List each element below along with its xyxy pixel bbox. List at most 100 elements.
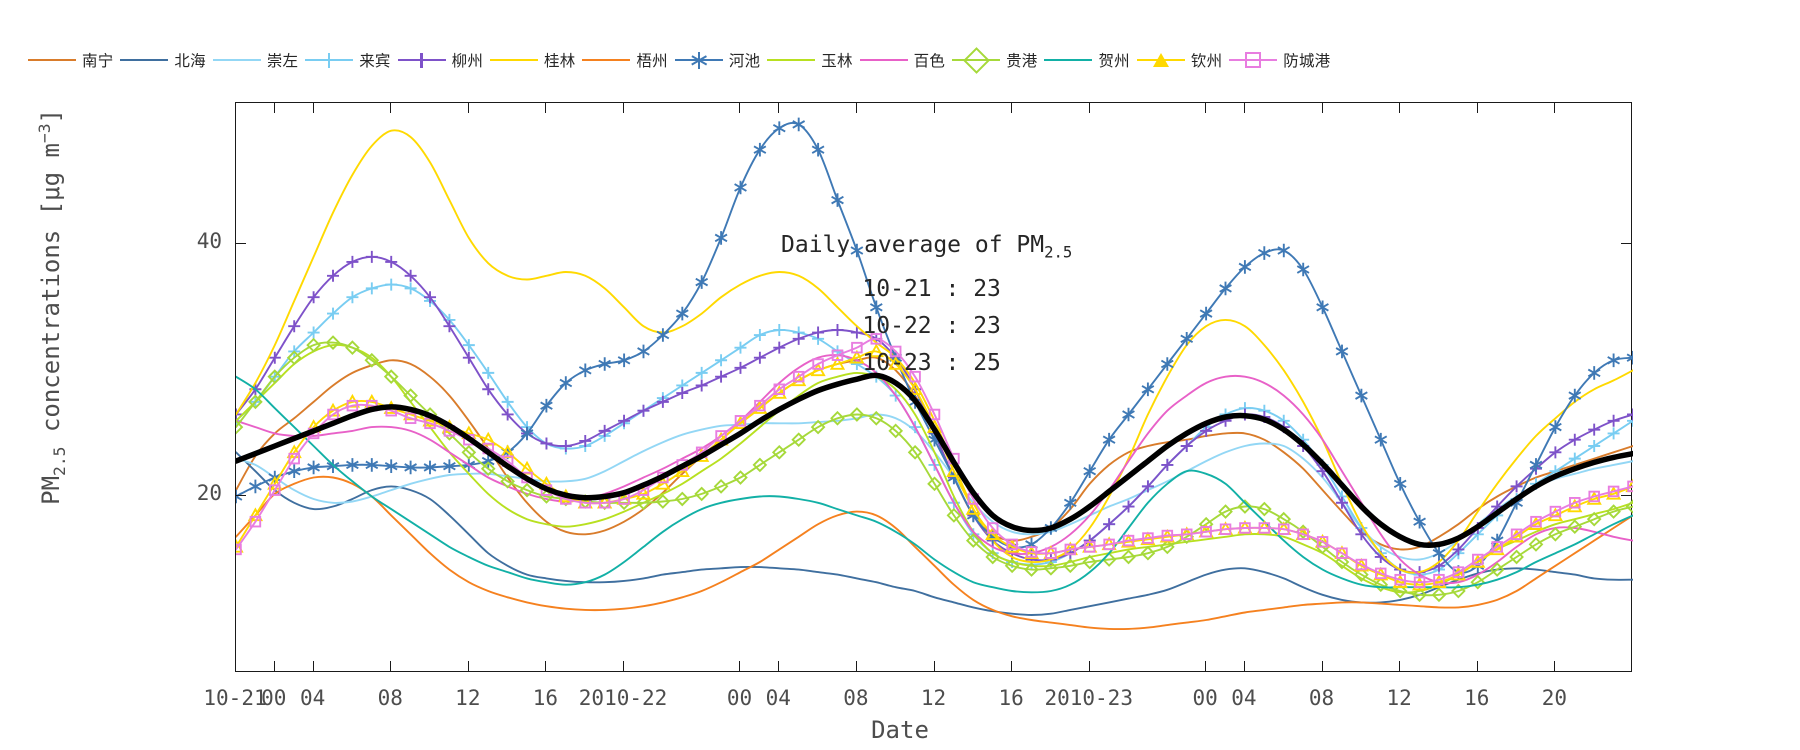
y-axis-tick-label: 40 xyxy=(196,229,222,254)
legend-label: 百色 xyxy=(913,52,946,70)
x-axis-label: Date xyxy=(871,716,929,744)
x-axis-tick xyxy=(623,102,625,113)
x-axis-tick xyxy=(933,102,935,113)
legend-item[interactable]: 梧州 xyxy=(582,45,668,75)
legend-line-icon xyxy=(28,59,76,61)
x-axis-tick xyxy=(1243,661,1245,672)
legend-label: 柳州 xyxy=(451,52,484,70)
x-axis-tick xyxy=(545,661,547,672)
x-axis-tick xyxy=(273,661,275,672)
legend-line-icon xyxy=(1044,59,1093,61)
square-marker-icon xyxy=(1245,52,1262,68)
x-axis-tick-label: 2010-22 xyxy=(578,686,668,710)
x-axis-tick xyxy=(390,102,392,113)
legend-symbol xyxy=(674,49,723,71)
legend-line-icon xyxy=(582,59,631,61)
legend-symbol xyxy=(1136,49,1185,71)
legend-symbol xyxy=(120,49,169,71)
legend-item[interactable]: 来宾 xyxy=(305,45,390,75)
x-axis-tick-label: 04 xyxy=(1231,686,1257,710)
legend-label: 北海 xyxy=(174,52,206,70)
legend-item[interactable]: 崇左 xyxy=(212,45,299,75)
x-axis-tick xyxy=(1205,661,1207,672)
legend-symbol xyxy=(212,49,261,71)
x-axis-tick xyxy=(855,661,857,672)
legend-item[interactable]: 贺州 xyxy=(1044,45,1130,75)
legend-label: 贺州 xyxy=(1098,52,1130,70)
x-axis-tick xyxy=(235,102,236,113)
x-axis-tick xyxy=(623,661,625,672)
x-axis-tick xyxy=(390,661,392,672)
x-axis-tick xyxy=(1554,102,1556,113)
y-axis-label: PM2.5 concentrations [μg m−3] xyxy=(35,108,69,505)
x-axis-tick-label: 04 xyxy=(765,686,791,710)
x-axis-tick xyxy=(312,661,314,672)
x-axis-tick-label: 16 xyxy=(998,686,1024,710)
x-axis-tick xyxy=(1321,661,1323,672)
x-axis-tick-label: 10-21 xyxy=(203,686,267,710)
legend-symbol xyxy=(397,49,446,71)
x-axis-tick xyxy=(1011,661,1013,672)
legend-symbol xyxy=(582,49,631,71)
legend-item[interactable]: 玉林 xyxy=(767,45,852,75)
x-axis-tick xyxy=(545,102,547,113)
y-axis-tick xyxy=(1621,495,1632,497)
x-axis-tick-label: 12 xyxy=(1386,686,1412,710)
legend-item[interactable]: 钦州 xyxy=(1136,45,1222,75)
y-axis-tick-label: 20 xyxy=(196,481,222,506)
legend-line-icon xyxy=(120,59,169,61)
legend-item[interactable]: 南宁 xyxy=(28,45,113,75)
legend-item[interactable]: 防城港 xyxy=(1229,45,1330,75)
plot-area: Daily average of PM2.5 10-21 : 23 10-22 … xyxy=(235,102,1633,672)
legend-symbol xyxy=(952,46,1001,74)
legend-item[interactable]: 百色 xyxy=(859,45,946,75)
legend-label: 南宁 xyxy=(82,52,114,70)
x-axis-tick xyxy=(778,661,780,672)
legend-item[interactable]: 贵港 xyxy=(952,45,1037,75)
legend-line-icon xyxy=(1229,59,1278,61)
series-average xyxy=(236,372,1633,548)
legend-item[interactable]: 河池 xyxy=(674,45,761,75)
legend-label: 桂林 xyxy=(544,52,576,70)
legend-label: 崇左 xyxy=(266,52,299,70)
legend-symbol xyxy=(305,49,354,71)
x-axis-tick-label: 12 xyxy=(920,686,947,710)
legend-line-icon xyxy=(212,59,261,61)
x-axis-tick-label: 00 xyxy=(261,686,287,710)
legend-item[interactable]: 桂林 xyxy=(490,45,575,75)
series-line xyxy=(236,129,1633,574)
x-axis-tick-label: 04 xyxy=(299,686,326,710)
x-axis-tick xyxy=(1554,661,1556,672)
x-axis-tick xyxy=(273,102,275,113)
legend-symbol xyxy=(1229,49,1278,71)
legend-item[interactable]: 柳州 xyxy=(397,45,484,75)
x-axis-tick xyxy=(1011,102,1013,113)
plus-marker-icon xyxy=(321,52,337,68)
x-axis-tick xyxy=(1321,102,1323,113)
x-axis-tick xyxy=(1399,102,1401,113)
x-axis-tick-label: 00 xyxy=(726,686,753,710)
legend-label: 河池 xyxy=(728,52,761,70)
legend-label: 防城港 xyxy=(1283,52,1331,70)
x-axis-tick-label: 2010-23 xyxy=(1044,686,1133,710)
chart-legend: 南宁 北海 崇左 来宾 柳州 桂林 梧州 河池 玉林 百色 贵港 贺州 钦州 防城港 xyxy=(28,44,1772,76)
x-axis-tick xyxy=(739,661,741,672)
legend-line-icon xyxy=(952,59,1001,61)
x-axis-tick xyxy=(739,102,741,113)
plus-marker-icon xyxy=(414,52,430,68)
x-axis-tick xyxy=(1088,661,1090,672)
x-axis-tick xyxy=(467,102,469,113)
legend-line-icon xyxy=(767,59,816,61)
x-axis-tick-label: 12 xyxy=(455,686,481,710)
x-axis-tick-label: 16 xyxy=(532,686,559,710)
legend-line-icon xyxy=(859,59,908,61)
x-axis-tick xyxy=(312,102,314,113)
x-axis-tick-label: 00 xyxy=(1192,686,1218,710)
x-axis-tick-label: 08 xyxy=(843,686,869,710)
series-line xyxy=(236,117,1633,579)
legend-label: 梧州 xyxy=(636,52,668,70)
x-axis-tick-label: 08 xyxy=(377,686,403,710)
legend-item[interactable]: 北海 xyxy=(120,45,206,75)
x-axis-tick xyxy=(1399,661,1401,672)
legend-label: 贵港 xyxy=(1006,52,1038,70)
